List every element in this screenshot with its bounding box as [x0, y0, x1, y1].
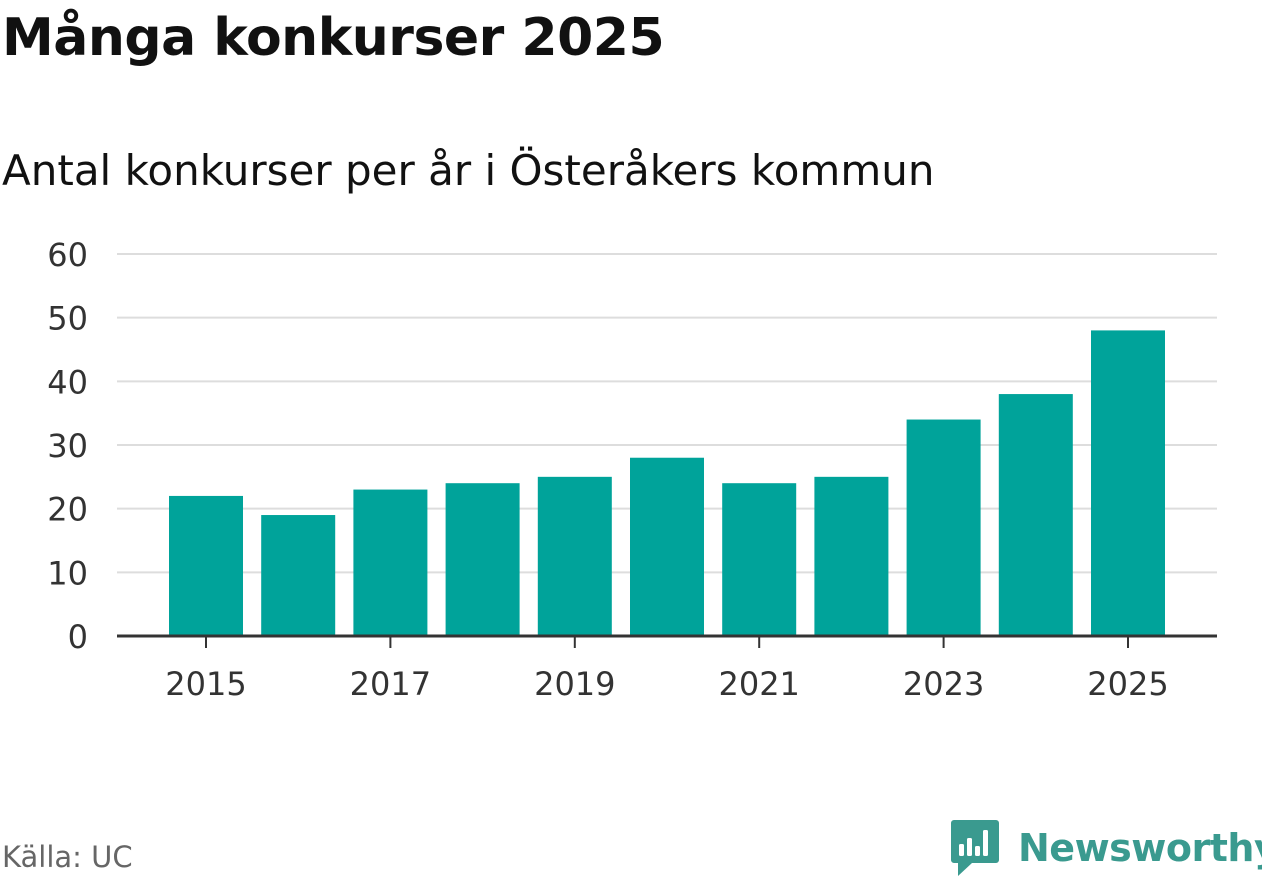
chart-subtitle: Antal konkurser per år i Österåkers komm… [2, 146, 935, 195]
y-tick-label: 40 [47, 363, 88, 401]
bar-2025 [1091, 330, 1165, 636]
chart-title: Många konkurser 2025 [2, 8, 665, 68]
bar-2024 [998, 394, 1073, 636]
y-tick-label: 20 [47, 491, 88, 529]
brand-logo: Newsworthy [950, 818, 1262, 878]
x-tick-label: 2017 [350, 665, 431, 703]
bar-2018 [445, 483, 520, 636]
y-tick-label: 10 [47, 554, 88, 592]
bar-2016 [261, 515, 336, 636]
x-tick-label: 2015 [165, 665, 246, 703]
bar-2020 [630, 457, 704, 636]
bar-2015 [169, 495, 243, 636]
bars [169, 330, 1165, 636]
y-tick-label: 50 [47, 300, 88, 338]
bar-2021 [722, 483, 797, 636]
y-tick-label: 30 [47, 427, 88, 465]
y-tick-label: 60 [47, 236, 88, 274]
bar-2022 [814, 476, 889, 636]
newsworthy-logo-icon [951, 820, 999, 876]
y-tick-label: 0 [68, 618, 88, 656]
bar-2023 [906, 419, 981, 636]
bar-2019 [537, 476, 612, 636]
brand-name: Newsworthy [1018, 826, 1262, 870]
source-note: Källa: UC [2, 840, 133, 874]
axes: 0 10 20 30 40 50 60 2015 2017 2019 2021 2023 2025 [47, 236, 1217, 703]
x-tick-label: 2025 [1087, 665, 1168, 703]
x-tick-label: 2021 [718, 665, 799, 703]
x-tick-label: 2023 [903, 665, 984, 703]
bar-2017 [353, 489, 428, 636]
x-tick-label: 2019 [534, 665, 615, 703]
